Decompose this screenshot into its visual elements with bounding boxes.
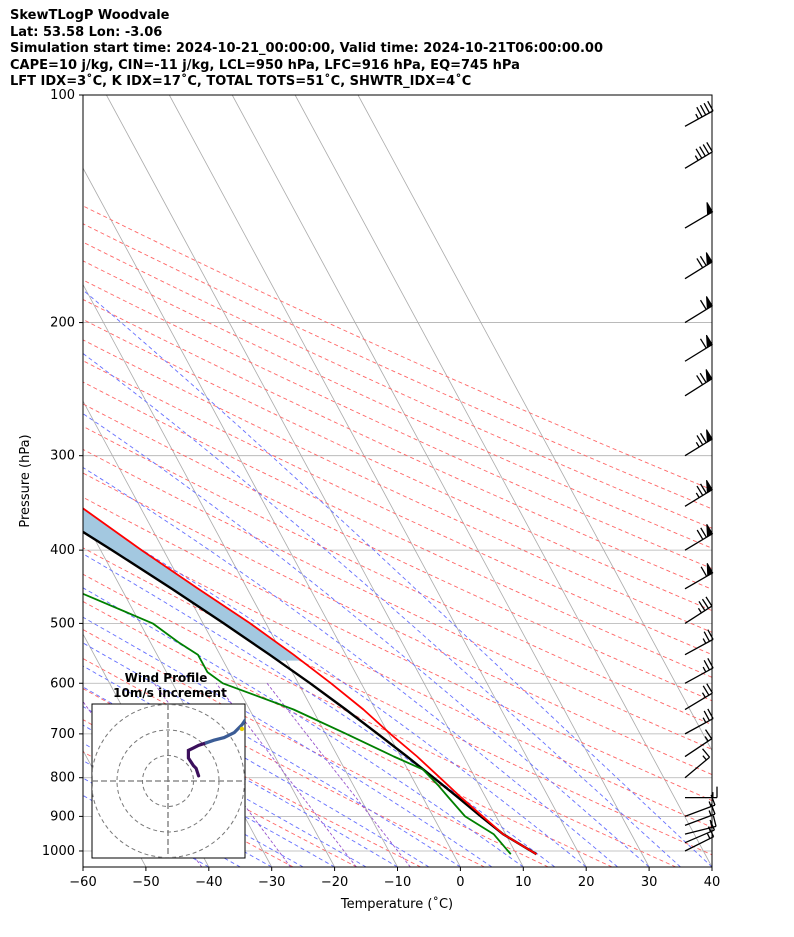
wind-barb bbox=[684, 657, 714, 684]
y-tick-label: 1000 bbox=[42, 844, 75, 859]
y-tick-label: 400 bbox=[50, 543, 75, 558]
hodograph-subtitle: 10m/s increment bbox=[113, 686, 227, 700]
moist-adiabat bbox=[83, 706, 367, 867]
dry-adiabat bbox=[83, 719, 358, 867]
wind-barb bbox=[684, 729, 713, 758]
temperature-profile-line bbox=[83, 507, 537, 855]
wind-barb bbox=[684, 748, 711, 779]
dry-adiabat bbox=[83, 241, 712, 529]
y-axis-label: Pressure (hPa) bbox=[18, 434, 33, 527]
x-tick-label: −60 bbox=[69, 875, 96, 890]
dry-adiabat bbox=[83, 629, 549, 867]
isotherm bbox=[83, 283, 398, 867]
profiles bbox=[83, 507, 538, 856]
wind-barb bbox=[684, 202, 714, 229]
wind-barb bbox=[684, 142, 713, 169]
moist-adiabat bbox=[83, 724, 335, 867]
x-tick-label: 30 bbox=[641, 875, 658, 890]
isotherm bbox=[357, 95, 712, 752]
hodograph-trace-low bbox=[186, 741, 208, 778]
moist-adiabat bbox=[83, 642, 461, 867]
hodograph-inset: Wind Profile 10m/s increment bbox=[91, 671, 246, 859]
x-tick-label: 10 bbox=[515, 875, 532, 890]
x-tick-label: 40 bbox=[704, 875, 721, 890]
y-tick-label: 100 bbox=[50, 88, 75, 103]
cape-area bbox=[83, 508, 302, 661]
moist-adiabat bbox=[83, 587, 524, 867]
mixing-ratio-line bbox=[266, 683, 411, 867]
isotherm bbox=[168, 95, 587, 867]
isotherm bbox=[106, 95, 524, 867]
wind-barb bbox=[684, 629, 714, 656]
moist-adiabat bbox=[83, 352, 681, 867]
x-tick-label: 0 bbox=[456, 875, 464, 890]
dry-adiabat bbox=[83, 521, 712, 828]
wind-barb bbox=[684, 596, 713, 624]
cape-shaded-area bbox=[83, 508, 302, 661]
x-tick-label: −50 bbox=[132, 875, 159, 890]
moist-adiabat bbox=[83, 553, 556, 867]
y-tick-label: 200 bbox=[50, 316, 75, 331]
hodograph-title: Wind Profile bbox=[125, 671, 208, 685]
x-tick-label: 20 bbox=[578, 875, 595, 890]
isotherm bbox=[83, 866, 84, 867]
parcel-profile-line bbox=[83, 530, 538, 856]
dry-adiabat bbox=[83, 496, 712, 802]
chart-header: SkewTLogP Woodvale Lat: 53.58 Lon: -3.06… bbox=[10, 8, 603, 91]
dry-adiabat bbox=[83, 260, 712, 549]
dry-adiabat bbox=[83, 339, 712, 633]
wind-barb bbox=[684, 683, 713, 711]
isotherm bbox=[231, 95, 650, 867]
y-tick-label: 900 bbox=[50, 809, 75, 824]
x-tick-label: −40 bbox=[195, 875, 222, 890]
moist-adiabat bbox=[83, 513, 587, 867]
hodograph-plot bbox=[92, 704, 245, 858]
dry-adiabat bbox=[83, 360, 712, 656]
moist-adiabat bbox=[83, 413, 650, 867]
isotherm bbox=[294, 95, 712, 867]
moist-adiabat bbox=[83, 665, 430, 867]
wind-barb bbox=[684, 252, 713, 280]
wind-barb bbox=[684, 479, 713, 507]
wind-barb bbox=[684, 708, 714, 735]
dry-adiabat bbox=[83, 573, 677, 867]
wind-barbs bbox=[684, 100, 718, 852]
isotherm bbox=[83, 400, 335, 867]
stability-indices-1: CAPE=10 j/kg, CIN=-11 j/kg, LCL=950 hPa,… bbox=[10, 57, 520, 73]
wind-barb bbox=[684, 334, 713, 362]
wind-barb bbox=[684, 563, 714, 590]
moist-adiabat bbox=[83, 289, 712, 867]
y-tick-label: 600 bbox=[50, 676, 75, 691]
x-tick-label: −20 bbox=[321, 875, 348, 890]
y-tick-label: 700 bbox=[50, 727, 75, 742]
dry-adiabat bbox=[83, 279, 712, 570]
hodograph-trace-high bbox=[204, 717, 245, 745]
y-tick-label: 500 bbox=[50, 616, 75, 631]
moist-adiabat bbox=[83, 686, 398, 867]
x-tick-label: −10 bbox=[384, 875, 411, 890]
wind-barb bbox=[684, 369, 713, 397]
y-tick-label: 800 bbox=[50, 771, 75, 786]
dry-adiabat bbox=[83, 600, 613, 867]
dry-adiabat bbox=[83, 425, 712, 726]
wind-barb bbox=[684, 296, 713, 324]
hodograph-marker bbox=[239, 726, 245, 732]
location-coordinates: Lat: 53.58 Lon: -3.06 bbox=[10, 24, 163, 40]
simulation-times: Simulation start time: 2024-10-21_00:00:… bbox=[10, 41, 603, 56]
wind-barb bbox=[684, 523, 714, 551]
x-axis-label: Temperature (˚C) bbox=[340, 896, 453, 912]
wind-barb bbox=[684, 100, 714, 127]
x-tick-label: −30 bbox=[258, 875, 285, 890]
wind-barb bbox=[684, 429, 713, 457]
y-tick-label: 300 bbox=[50, 449, 75, 464]
stability-indices-2: LFT IDX=3˚C, K IDX=17˚C, TOTAL TOTS=51˚C… bbox=[10, 74, 472, 89]
title-station: SkewTLogP Woodvale bbox=[10, 8, 170, 23]
isotherm bbox=[83, 167, 461, 867]
dry-adiabat bbox=[83, 403, 712, 702]
dewpoint-profile-line bbox=[83, 592, 512, 855]
